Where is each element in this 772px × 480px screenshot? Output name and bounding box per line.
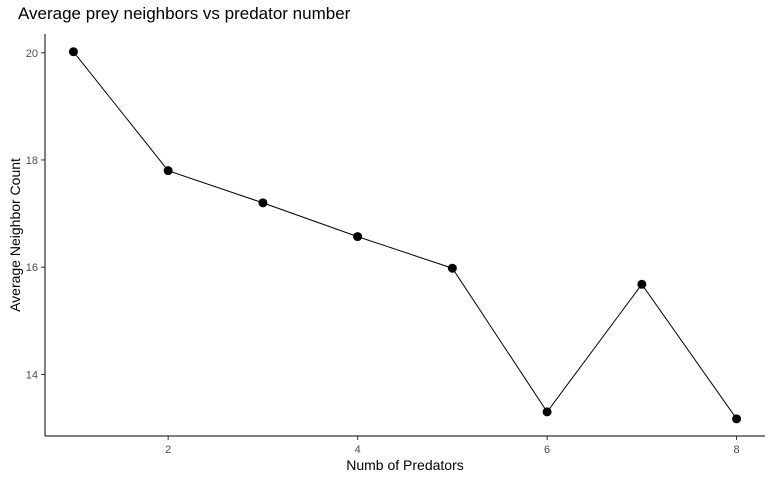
y-tick-label: 18 <box>26 155 38 167</box>
x-tick-label: 8 <box>734 444 740 456</box>
y-tick-label: 16 <box>26 262 38 274</box>
data-point <box>258 198 268 208</box>
x-tick-label: 2 <box>165 444 171 456</box>
data-points <box>68 47 742 424</box>
x-axis-ticks: 2 4 6 8 <box>165 436 740 456</box>
x-axis-title: Numb of Predators <box>346 457 464 473</box>
y-tick-label: 14 <box>26 369 38 381</box>
x-tick-label: 4 <box>355 444 361 456</box>
series-line <box>73 51 737 420</box>
series-line-group <box>73 51 737 420</box>
data-point <box>542 407 552 417</box>
data-point <box>163 166 173 176</box>
data-point <box>353 232 363 242</box>
x-tick-label: 6 <box>544 444 550 456</box>
data-point <box>447 263 457 273</box>
data-point <box>732 414 742 424</box>
y-axis-title: Average Neighbor Count <box>7 158 23 312</box>
y-tick-label: 20 <box>26 48 38 60</box>
y-axis-ticks: 14 16 18 20 <box>26 48 45 381</box>
data-point <box>68 47 78 57</box>
chart-title: Average prey neighbors vs predator numbe… <box>18 4 351 23</box>
data-point <box>637 279 647 289</box>
